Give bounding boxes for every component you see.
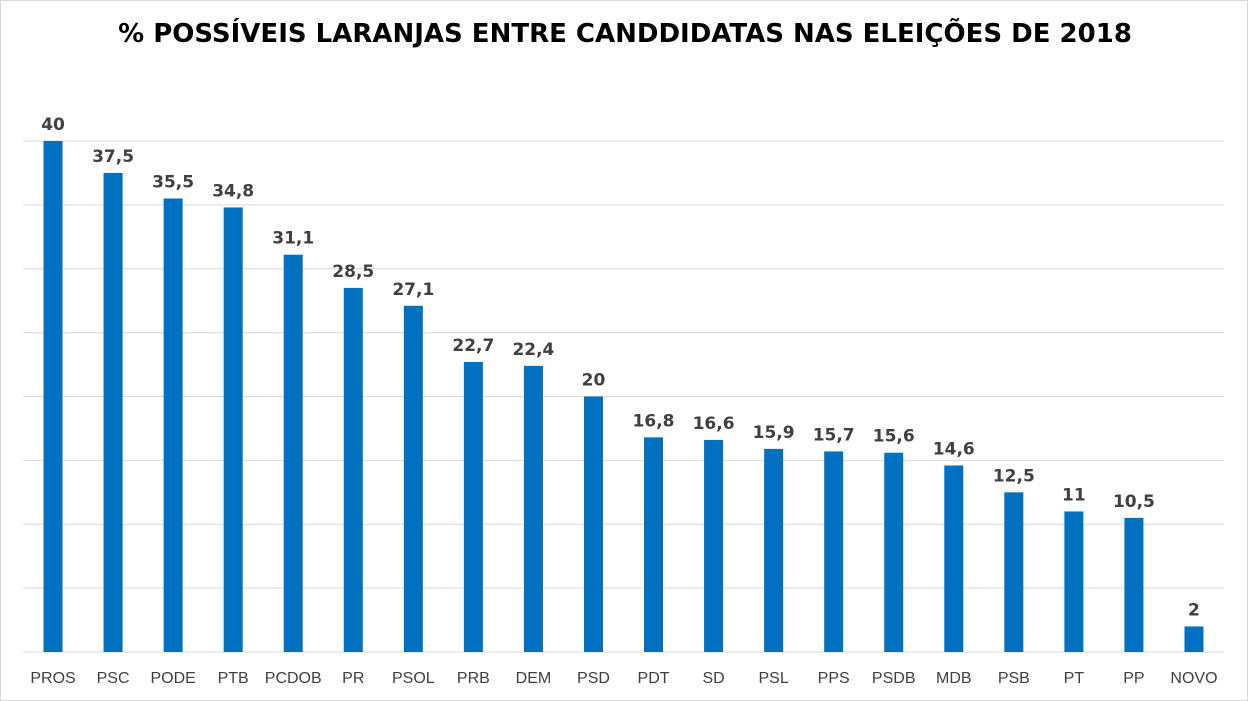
bar-pps [824,451,844,652]
data-label-pr: 28,5 [332,262,374,282]
data-label-psb: 12,5 [993,466,1035,486]
x-tick-labels: PROS PSC PODE PTB PCDOB PR PSOL PRB DEM PSD PDT SD P… [30,670,1217,687]
data-label-psl: 15,9 [753,423,795,443]
bar-prb [463,362,483,652]
bar-psd [583,396,603,652]
bar-psc [103,172,123,652]
data-label-pt: 11 [1062,485,1086,505]
x-tick-pros: PROS [30,670,75,687]
bar-ptb [223,207,243,652]
x-tick-psl: PSL [759,670,789,687]
gridlines [23,140,1224,653]
x-tick-dem: DEM [516,670,552,687]
x-tick-pps: PPS [818,670,850,687]
data-label-pcdob: 31,1 [272,229,314,249]
data-labels: 40 37,5 35,5 34,8 31,1 28,5 27,1 22,7 22,4 20 16,8… [41,115,1200,620]
data-label-pode: 35,5 [152,172,194,192]
bar-pp [1124,517,1144,652]
bar-sd [704,439,724,652]
bar-pcdob [283,254,303,652]
x-tick-psc: PSC [97,670,130,687]
data-label-pp: 10,5 [1113,492,1155,512]
bar-pode [163,198,183,653]
data-label-prb: 22,7 [452,336,494,356]
bar-novo [1184,626,1204,652]
data-label-ptb: 34,8 [212,181,254,201]
x-tick-novo: NOVO [1170,670,1217,687]
bar-psl [764,448,784,652]
data-label-novo: 2 [1188,600,1200,620]
data-label-psdb: 15,6 [873,427,915,447]
bar-mdb [944,465,964,652]
data-label-mdb: 14,6 [933,439,975,459]
bar-psb [1004,492,1024,652]
bars [43,141,1204,653]
data-label-psd: 20 [582,371,606,391]
x-tick-ptb: PTB [218,670,249,687]
data-label-sd: 16,6 [693,414,735,434]
data-label-psol: 27,1 [392,280,434,300]
bar-psdb [884,452,904,652]
x-tick-mdb: MDB [936,670,972,687]
x-tick-pode: PODE [150,670,195,687]
bar-pr [343,287,363,652]
bar-dem [523,365,543,652]
x-tick-psd: PSD [577,670,610,687]
x-tick-pp: PP [1123,670,1144,687]
x-tick-pt: PT [1064,670,1085,687]
bar-psol [403,305,423,652]
x-tick-sd: SD [702,670,724,687]
chart-title: % POSSÍVEIS LARANJAS ENTRE CANDDIDATAS N… [118,19,1132,49]
x-tick-psol: PSOL [392,670,435,687]
x-tick-pdt: PDT [638,670,670,687]
x-tick-psdb: PSDB [872,670,916,687]
x-tick-pr: PR [342,670,364,687]
x-tick-psb: PSB [998,670,1030,687]
bar-pdt [644,437,664,652]
x-tick-prb: PRB [457,670,490,687]
bar-pt [1064,511,1084,652]
data-label-pps: 15,7 [813,425,855,445]
bar-pros [43,141,63,652]
data-label-pros: 40 [41,115,65,135]
x-tick-pcdob: PCDOB [265,670,322,687]
data-label-dem: 22,4 [512,340,554,360]
data-label-pdt: 16,8 [633,411,675,431]
data-label-psc: 37,5 [92,147,134,167]
